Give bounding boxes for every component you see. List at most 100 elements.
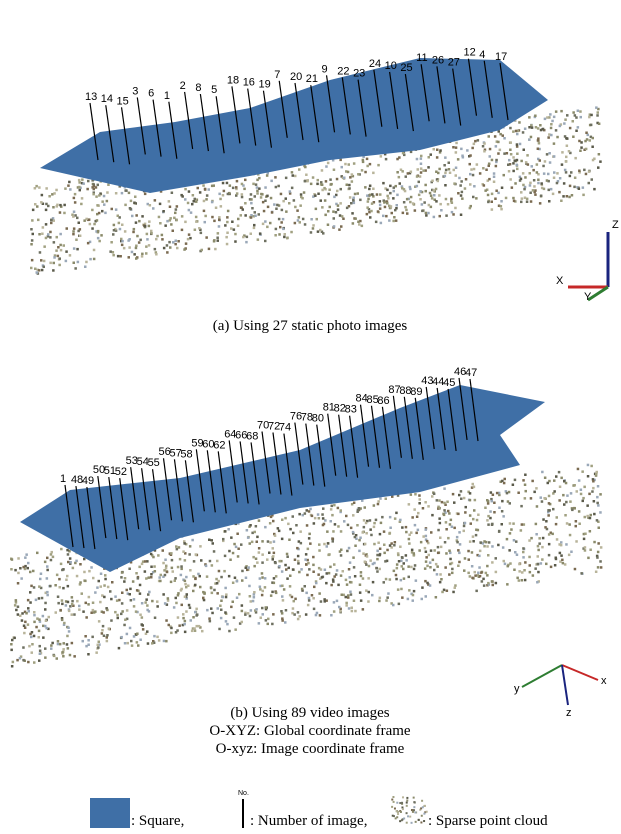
cloud-point [413,806,415,808]
cloud-point [213,220,216,223]
cloud-point [386,596,389,599]
cloud-point [273,540,276,543]
cloud-point [228,550,231,553]
cloud-point [353,566,356,569]
cloud-point [353,502,356,505]
cloud-point [516,168,519,171]
cloud-point [525,490,528,493]
cloud-point [424,805,426,807]
cloud-point [491,201,494,204]
cloud-point [537,139,540,142]
cloud-point [293,600,296,603]
cloud-point [524,474,527,477]
cloud-point [469,173,472,176]
cloud-point [438,517,441,520]
cloud-point [546,179,549,182]
cloud-point [538,542,541,545]
cloud-point [261,540,264,543]
cloud-point [503,137,506,140]
cloud-point [596,502,599,505]
cloud-point [117,215,120,218]
cloud-point [57,596,60,599]
cloud-point [154,199,157,202]
cloud-point [294,175,297,178]
cloud-point [341,594,344,597]
cloud-point [373,522,376,525]
cloud-point [512,156,515,159]
cloud-point [104,212,107,215]
cloud-point [139,592,142,595]
cloud-point [114,611,117,614]
cloud-point [329,566,332,569]
cloud-point [453,501,456,504]
cloud-point [124,189,127,192]
cloud-point [262,201,265,204]
cloud-point [497,152,500,155]
cloud-point [120,576,123,579]
cloud-point [367,577,370,580]
cloud-point [301,588,304,591]
cloud-point [176,247,179,250]
cloud-point [437,546,440,549]
cloud-point [364,543,367,546]
cloud-point [293,199,296,202]
cloud-point [281,519,284,522]
cloud-point [490,491,493,494]
cloud-point [340,530,343,533]
cloud-point [587,557,590,560]
cloud-point [39,578,42,581]
cloud-point [73,211,76,214]
cloud-point [346,583,349,586]
cloud-point [477,514,480,517]
cloud-point [401,565,404,568]
cloud-point [446,501,449,504]
cloud-point [406,805,408,807]
cloud-point [259,588,262,591]
cloud-point [269,222,272,225]
cloud-point [409,201,412,204]
cloud-point [516,153,519,156]
cloud-point [181,215,184,218]
cloud-point [228,630,231,633]
cloud-point [448,573,451,576]
cloud-point [240,543,243,546]
cloud-point [241,193,244,196]
cloud-point [136,235,139,238]
cloud-point [380,522,383,525]
cloud-point [417,168,420,171]
cloud-point [144,601,147,604]
cloud-point [10,649,13,652]
cloud-point [110,241,113,244]
cloud-point [444,175,447,178]
cloud-point [487,194,490,197]
cloud-point [496,492,499,495]
cloud-point [98,194,101,197]
cloud-point [524,128,527,131]
cloud-point [59,643,62,646]
cloud-point [73,262,76,265]
cloud-point [463,497,466,500]
axis-label: x [601,675,607,687]
cloud-point [266,226,269,229]
cloud-point [279,226,282,229]
cloud-point [83,219,86,222]
cloud-point [113,229,116,232]
cloud-point [43,245,46,248]
cloud-point [582,497,585,500]
cloud-point [121,602,124,605]
cloud-point [104,574,107,577]
cloud-point [115,192,118,195]
image-number: 52 [115,466,127,478]
cloud-point [402,152,405,155]
cloud-point [45,627,48,630]
cloud-point [420,821,422,823]
cloud-point [261,572,264,575]
cloud-point [584,140,587,143]
cloud-point [236,597,239,600]
cloud-point [174,243,177,246]
cloud-point [357,173,360,176]
image-number: 62 [213,439,225,451]
cloud-point [424,501,427,504]
cloud-point [495,165,498,168]
cloud-point [206,609,209,612]
